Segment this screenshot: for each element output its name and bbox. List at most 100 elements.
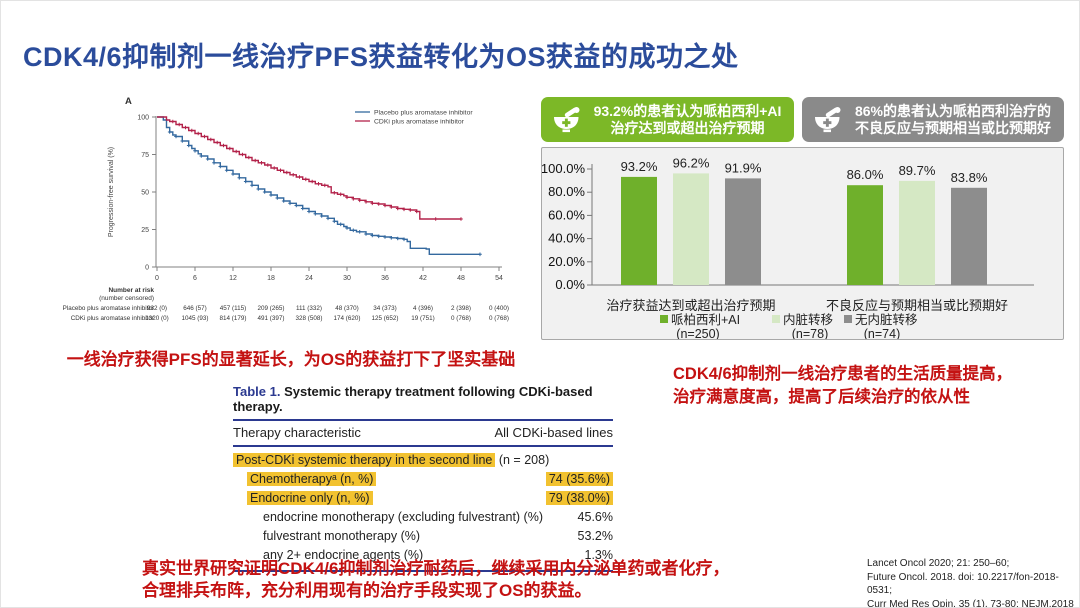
censor-mark	[212, 161, 216, 165]
censor-mark	[224, 168, 229, 173]
row-value: 79 (38.0%)	[545, 489, 613, 508]
risk-value: 209 (265)	[258, 305, 285, 312]
censor-mark	[278, 168, 283, 173]
censor-mark	[221, 143, 226, 148]
risk-value: 174 (620)	[334, 315, 361, 322]
svg-text:54: 54	[495, 275, 503, 282]
censor-mark	[389, 236, 394, 240]
censor-mark	[180, 139, 185, 143]
legend-n: (n=250)	[676, 327, 719, 339]
censor-mark	[351, 228, 356, 233]
censor-mark	[291, 173, 295, 177]
svg-text:0.0%: 0.0%	[555, 277, 585, 292]
censor-mark	[199, 154, 204, 158]
risk-value: 34 (373)	[373, 305, 396, 312]
svg-text:36: 36	[381, 275, 389, 282]
row-label: Chemotherapyᵃ (n, %)	[233, 470, 377, 489]
censor-mark	[326, 216, 330, 221]
censor-mark	[307, 209, 311, 214]
censor-mark	[338, 222, 343, 227]
legend-swatch	[772, 315, 780, 323]
svg-text:24: 24	[305, 275, 313, 282]
table-header-lines: All CDKi-based lines	[494, 425, 614, 440]
censor-mark	[376, 202, 381, 206]
risk-value: 932 (0)	[147, 305, 167, 312]
satisfaction-bar-chart: 0.0% 20.0% 40.0% 60.0% 80.0% 100.0% 93.2% 96.2%…	[541, 155, 1034, 341]
risk-row-label: CDKi plus aromatase inhibitor	[71, 315, 154, 322]
legend-swatch	[660, 315, 668, 323]
svg-text:75: 75	[141, 152, 149, 159]
row-value: 74 (35.6%)	[545, 470, 613, 489]
censor-mark	[218, 164, 223, 169]
table-caption: Table 1. Systemic therapy treatment foll…	[233, 384, 613, 421]
censor-mark	[357, 198, 362, 203]
banner-treatment-expectation: 93.2%的患者认为哌柏西利+AI治疗达到或超出治疗预期	[541, 97, 794, 142]
risk-value: 0 (400)	[489, 305, 509, 312]
risk-value: 48 (370)	[335, 305, 358, 312]
bar	[673, 173, 709, 285]
censor-mark	[262, 190, 267, 194]
censor-mark	[313, 212, 318, 216]
censor-mark	[167, 130, 172, 134]
page-title: CDK4/6抑制剂一线治疗PFS获益转化为OS获益的成功之处	[23, 42, 739, 72]
censor-mark	[231, 172, 235, 176]
svg-text:(number censored): (number censored)	[99, 295, 154, 302]
table-row: Endocrine only (n, %) 79 (38.0%)	[233, 489, 613, 508]
censor-mark	[319, 214, 324, 218]
row-label: Endocrine only (n, %)	[233, 489, 373, 508]
row-value: 53.2%	[577, 529, 613, 543]
satisfaction-bar-chart-panel: 0.0% 20.0% 40.0% 60.0% 80.0% 100.0% 93.2% 96.2%…	[541, 147, 1064, 341]
risk-value: 125 (652)	[372, 315, 399, 322]
reference-3: Curr Med Res Opin, 35 (1), 73-80; NEJM,2…	[867, 598, 1074, 608]
therapy-table: Table 1. Systemic therapy treatment foll…	[233, 384, 613, 572]
censor-mark	[402, 207, 406, 212]
svg-text:100: 100	[137, 115, 149, 122]
table-row: Post-CDKi systemic therapy in the second…	[233, 451, 613, 470]
censor-mark	[269, 193, 273, 197]
banner-adverse-event: 86%的患者认为哌柏西利治疗的不良反应与预期相当或比预期好	[802, 97, 1064, 142]
legend-n: (n=78)	[792, 327, 828, 339]
qol-caption: CDK4/6抑制剂一线治疗患者的生活质量提高， 治疗满意度高，提高了后续治疗的依…	[673, 363, 1012, 409]
censor-mark	[478, 252, 482, 257]
censor-mark	[294, 203, 299, 208]
bar	[621, 176, 657, 285]
censor-mark	[259, 161, 264, 165]
table-caption-text: Systemic therapy treatment following CDK…	[233, 384, 593, 414]
bar-value-label: 91.9%	[725, 160, 762, 175]
censor-mark	[193, 149, 197, 153]
censor-mark	[395, 236, 400, 241]
risk-value: 111 (332)	[296, 305, 322, 312]
censor-mark	[177, 122, 181, 127]
censor-mark	[364, 200, 368, 204]
risk-value: 646 (57)	[183, 305, 206, 312]
svg-text:Number at risk: Number at risk	[108, 287, 154, 294]
bar-value-label: 93.2%	[621, 159, 658, 174]
km-survival-plot: A Progression-free survival (%) 0 25 50 75 100…	[63, 96, 509, 322]
censor-mark	[253, 158, 257, 163]
censor-mark	[240, 152, 245, 157]
censor-mark	[459, 217, 463, 221]
legend-n: (n=74)	[864, 327, 900, 339]
legend-entry: CDKi plus aromatase inhibitor	[374, 119, 465, 126]
legend-name: 内脏转移	[783, 312, 833, 327]
censor-mark	[433, 217, 438, 221]
bar	[951, 187, 987, 285]
censor-mark	[300, 206, 305, 211]
censor-mark	[310, 179, 314, 184]
censor-mark	[345, 226, 349, 230]
banner-green-text: 93.2%的患者认为哌柏西利+AI治疗达到或超出治疗预期	[593, 102, 782, 136]
censor-mark	[256, 187, 261, 191]
pfs-benefit-caption: 一线治疗获得PFS的显著延长，为OS的获益打下了坚实基础	[66, 350, 516, 369]
table-header: Therapy characteristic All CDKi-based li…	[233, 421, 613, 447]
bar	[847, 185, 883, 285]
svg-text:60.0%: 60.0%	[548, 207, 585, 222]
reference-1: Lancet Oncol 2020; 21: 250–60;	[867, 558, 1010, 569]
row-value: 45.6%	[577, 510, 613, 524]
censor-mark	[323, 183, 327, 188]
svg-text:50: 50	[141, 190, 149, 197]
censor-mark	[171, 119, 175, 124]
km-curve	[157, 116, 461, 220]
censor-mark	[383, 235, 387, 239]
svg-text:0: 0	[145, 265, 149, 272]
